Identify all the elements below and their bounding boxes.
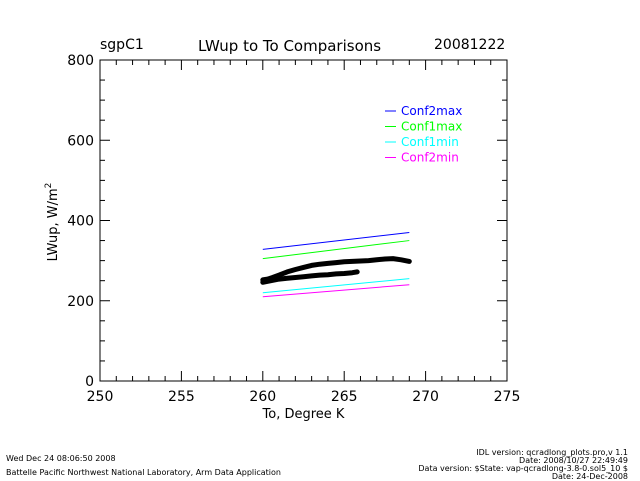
y-axis-label: LWup, W/m2 xyxy=(44,183,61,262)
observation-trace-lower xyxy=(260,269,360,285)
series-line-conf1min xyxy=(262,278,410,294)
y-tick-label: 400 xyxy=(67,214,94,230)
x-axis-label: To, Degree K xyxy=(262,407,345,422)
legend-label-conf1min: Conf1min xyxy=(401,135,459,149)
x-tick-label: 270 xyxy=(412,389,439,405)
x-tick-label: 260 xyxy=(249,389,276,405)
footer-data-version: Data version: $State: vap-qcradlong-3.8-… xyxy=(418,464,628,473)
y-tick-label: 600 xyxy=(67,133,94,149)
y-tick-label: 800 xyxy=(67,53,94,69)
series-line-conf2max xyxy=(262,232,410,250)
footer-idl-date: Date: 2008/10/27 22:49:49 xyxy=(519,456,628,465)
chart-title: LWup to To Comparisons xyxy=(198,37,382,55)
y-tick-label: 200 xyxy=(67,294,94,310)
date-label: 20081222 xyxy=(434,37,506,53)
series-line-conf2min xyxy=(262,284,410,298)
y-tick-label: 0 xyxy=(85,374,94,390)
legend-label-conf1max: Conf1max xyxy=(401,120,462,134)
observation-trace-upper xyxy=(260,256,412,283)
site-label: sgpC1 xyxy=(100,37,144,53)
legend-label-conf2max: Conf2max xyxy=(401,104,462,118)
series-line-conf1max xyxy=(262,240,410,260)
legend-label-conf2min: Conf2min xyxy=(401,151,459,165)
x-tick-label: 255 xyxy=(168,389,195,405)
x-tick-label: 275 xyxy=(494,389,521,405)
x-tick-label: 250 xyxy=(87,389,114,405)
footer-data-date: Date: 24-Dec-2008 xyxy=(551,472,628,481)
footer-timestamp: Wed Dec 24 08:06:50 2008 xyxy=(6,454,116,463)
footer-idl-version: IDL version: qcradlong_plots.pro,v 1.1 xyxy=(476,448,628,457)
x-tick-label: 265 xyxy=(331,389,358,405)
footer-organization: Battelle Pacific Northwest National Labo… xyxy=(6,468,281,477)
